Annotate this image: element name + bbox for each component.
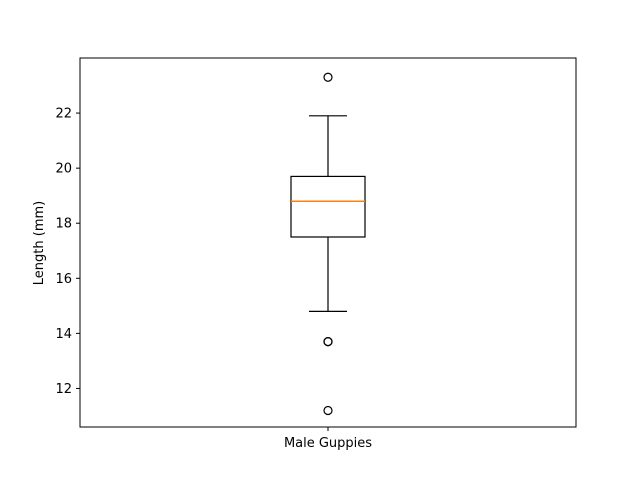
box-group (290, 72, 366, 416)
y-tick-label: 14 (55, 327, 72, 342)
y-tick-label: 18 (55, 217, 72, 232)
y-axis-label: Length (mm) (32, 201, 47, 285)
outlier-point (323, 405, 333, 416)
y-tick-label: 16 (55, 272, 72, 287)
outlier-point (323, 337, 333, 347)
y-tick-label: 22 (55, 107, 72, 122)
y-axis: 12 14 16 18 20 22 (55, 107, 80, 397)
y-tick-label: 20 (55, 162, 72, 177)
x-tick-label: Male Guppies (284, 436, 372, 451)
y-tick-label: 12 (55, 382, 72, 397)
x-axis: Male Guppies (284, 427, 372, 451)
outlier-point (323, 72, 333, 82)
iqr-box (290, 175, 366, 238)
